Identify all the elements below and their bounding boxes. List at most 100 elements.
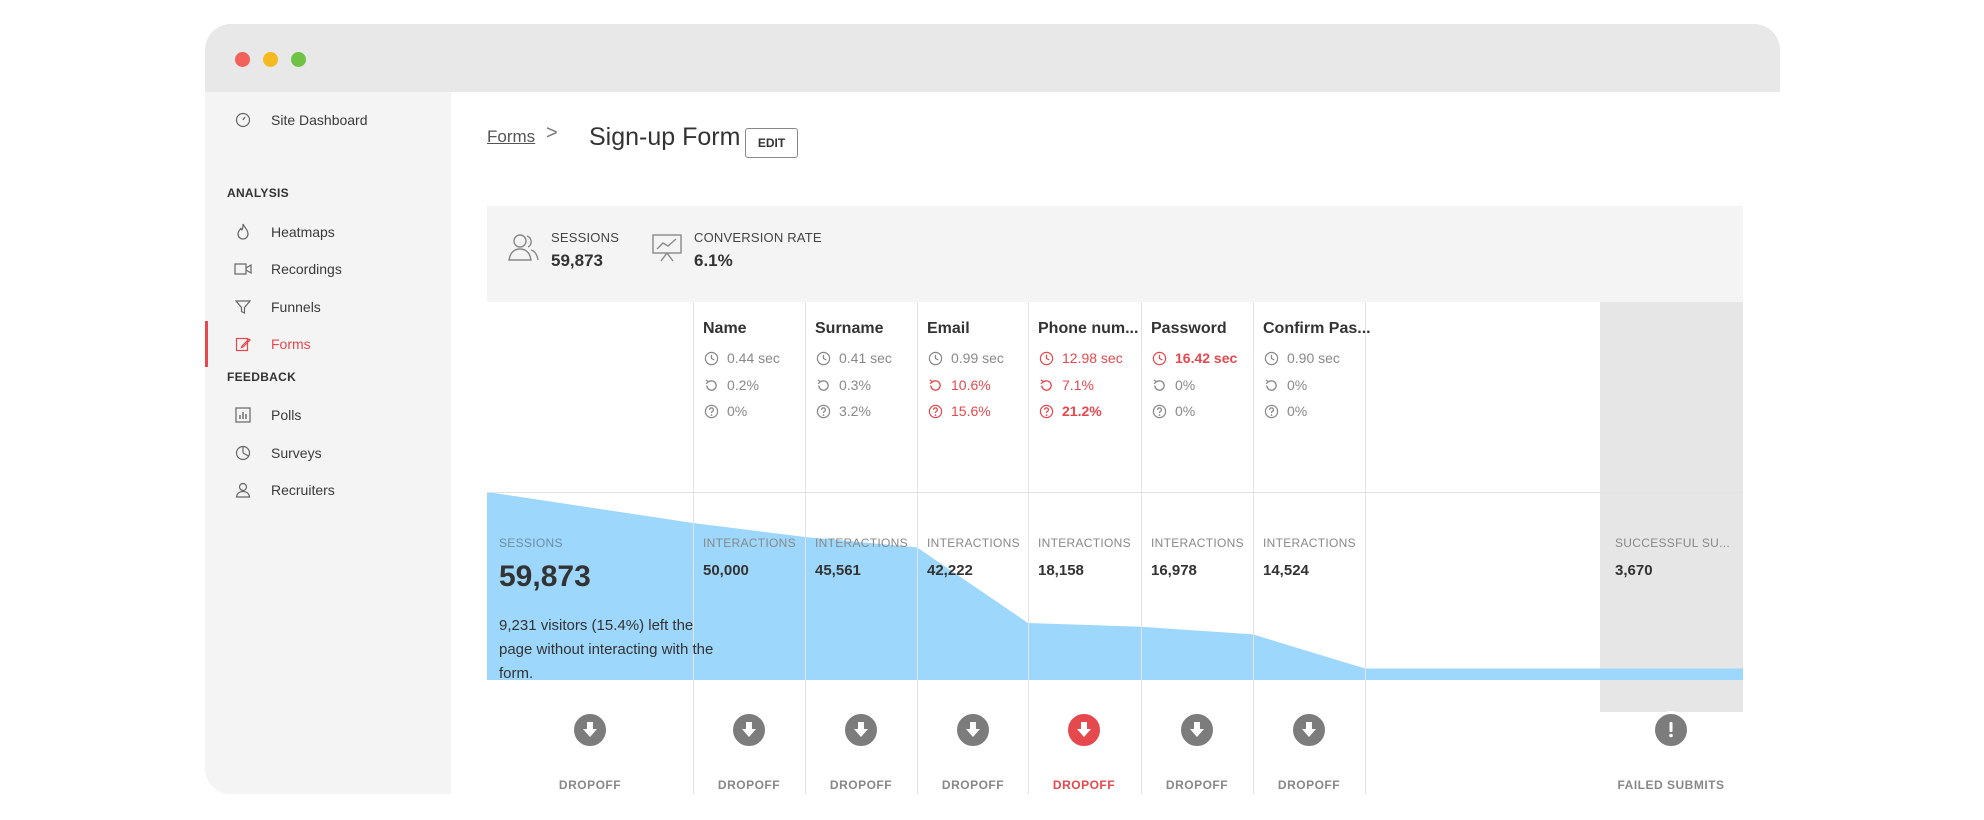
pie-chart-icon: [233, 443, 253, 463]
breadcrumb-forms-link[interactable]: Forms: [487, 127, 536, 146]
left-blank-metric-value: 3.2%: [839, 403, 871, 419]
breadcrumb-separator: >: [546, 122, 558, 144]
sidebar-item-heatmaps[interactable]: Heatmaps: [205, 212, 451, 252]
refill-metric-value: 0.2%: [727, 377, 759, 393]
refill-metric-value: 10.6%: [951, 377, 991, 393]
column-divider: [693, 302, 694, 794]
clock-icon: [1038, 350, 1054, 366]
clock-icon: [927, 350, 943, 366]
sidebar-item-label: Recordings: [271, 261, 342, 277]
sidebar-item-site-dashboard[interactable]: Site Dashboard: [205, 100, 451, 140]
refresh-icon: [703, 377, 719, 393]
left-blank-metric-value: 0%: [1287, 403, 1308, 419]
page-title: Sign-up Form: [589, 123, 741, 151]
form-edit-icon: [233, 334, 253, 354]
arrow-down-icon: [742, 722, 756, 737]
time-spent-metric: 0.44 sec: [703, 350, 780, 366]
sidebar-item-label: Surveys: [271, 445, 322, 461]
column-divider: [917, 302, 918, 794]
sidebar-item-recruiters[interactable]: Recruiters: [205, 470, 451, 510]
arrow-down-icon: [1190, 722, 1204, 737]
dropoff-button[interactable]: [1065, 711, 1103, 749]
sidebar-item-surveys[interactable]: Surveys: [205, 433, 451, 473]
funnel-area: [487, 492, 1743, 680]
clock-icon: [703, 350, 719, 366]
time-spent-metric: 0.90 sec: [1263, 350, 1340, 366]
time-spent-metric: 0.41 sec: [815, 350, 892, 366]
dropoff-button[interactable]: [730, 711, 768, 749]
main-content: Forms > Sign-up Form EDIT SESSIONS 59,87…: [451, 92, 1780, 794]
dropoff-label: DROPOFF: [717, 778, 781, 792]
analysis-header: ANALYSIS: [227, 186, 289, 200]
presentation-chart-icon: [651, 232, 683, 267]
question-icon: [927, 403, 943, 419]
clock-icon: [1263, 350, 1279, 366]
interactions-label: INTERACTIONS: [703, 536, 796, 550]
successful-submits-column-bg: [1600, 302, 1743, 712]
conversion-value: 6.1%: [694, 251, 733, 270]
question-icon: [1038, 403, 1054, 419]
sidebar-item-label: Forms: [271, 336, 311, 352]
section-divider: [487, 492, 1743, 493]
refill-metric-value: 0%: [1287, 377, 1308, 393]
successful-submits-label: SUCCESSFUL SU...: [1615, 536, 1731, 550]
conversion-stat: CONVERSION RATE 6.1%: [694, 230, 822, 271]
dropoff-button[interactable]: [954, 711, 992, 749]
failed-submits-label: FAILED SUBMITS: [1617, 778, 1725, 792]
sessions-dropoff-button[interactable]: [571, 711, 609, 749]
failed-submits-button[interactable]: [1652, 711, 1690, 749]
dropoff-button[interactable]: [1178, 711, 1216, 749]
refill-metric: 0%: [1151, 377, 1195, 393]
refill-metric-value: 0%: [1175, 377, 1196, 393]
sessions-value: 59,873: [551, 251, 603, 270]
edit-button[interactable]: EDIT: [745, 128, 798, 158]
maximize-window-button[interactable]: [291, 52, 306, 67]
field-column-header[interactable]: Surname: [815, 320, 884, 337]
interactions-value: 50,000: [703, 562, 749, 579]
dropoff-label: DROPOFF: [1052, 778, 1116, 792]
column-divider: [1365, 302, 1366, 794]
left-blank-metric-value: 21.2%: [1062, 403, 1102, 419]
question-icon: [703, 403, 719, 419]
field-column-header[interactable]: Phone num...: [1038, 320, 1139, 337]
left-blank-metric: 0%: [1263, 403, 1307, 419]
sessions-stat: SESSIONS 59,873: [551, 230, 619, 271]
refill-metric: 10.6%: [927, 377, 991, 393]
minimize-window-button[interactable]: [263, 52, 278, 67]
time-spent-metric-value: 0.41 sec: [839, 350, 892, 366]
sidebar-item-label: Funnels: [271, 299, 321, 315]
refresh-icon: [1263, 377, 1279, 393]
flame-icon: [233, 222, 253, 242]
stats-bar: SESSIONS 59,873 CONVERSION RATE 6.1%: [487, 206, 1743, 302]
arrow-down-icon: [966, 722, 980, 737]
left-blank-metric: 0%: [703, 403, 747, 419]
dropoff-button[interactable]: [1290, 711, 1328, 749]
field-column-header[interactable]: Confirm Pas...: [1263, 320, 1371, 337]
left-blank-metric-value: 0%: [727, 403, 748, 419]
sessions-block-value: 59,873: [499, 560, 591, 593]
funnel-icon: [233, 297, 253, 317]
left-blank-metric: 21.2%: [1038, 403, 1102, 419]
field-column-header[interactable]: Name: [703, 320, 747, 337]
question-icon: [815, 403, 831, 419]
field-column-header[interactable]: Email: [927, 320, 970, 337]
interactions-value: 45,561: [815, 562, 861, 579]
question-icon: [1263, 403, 1279, 419]
interactions-label: INTERACTIONS: [1038, 536, 1131, 550]
sessions-dropoff-label: DROPOFF: [558, 778, 622, 792]
close-window-button[interactable]: [235, 52, 250, 67]
sidebar-item-recordings[interactable]: Recordings: [205, 249, 451, 289]
feedback-header: FEEDBACK: [227, 370, 297, 384]
interactions-label: INTERACTIONS: [1263, 536, 1356, 550]
interactions-value: 16,978: [1151, 562, 1197, 579]
sidebar-item-forms[interactable]: Forms: [205, 321, 451, 367]
time-spent-metric-value: 16.42 sec: [1175, 350, 1238, 366]
column-divider: [1141, 302, 1142, 794]
refresh-icon: [1151, 377, 1167, 393]
dropoff-button[interactable]: [842, 711, 880, 749]
sidebar-item-polls[interactable]: Polls: [205, 395, 451, 435]
sidebar-item-funnels[interactable]: Funnels: [205, 287, 451, 327]
field-column-header[interactable]: Password: [1151, 320, 1227, 337]
active-indicator: [205, 321, 208, 367]
interactions-value: 18,158: [1038, 562, 1084, 579]
